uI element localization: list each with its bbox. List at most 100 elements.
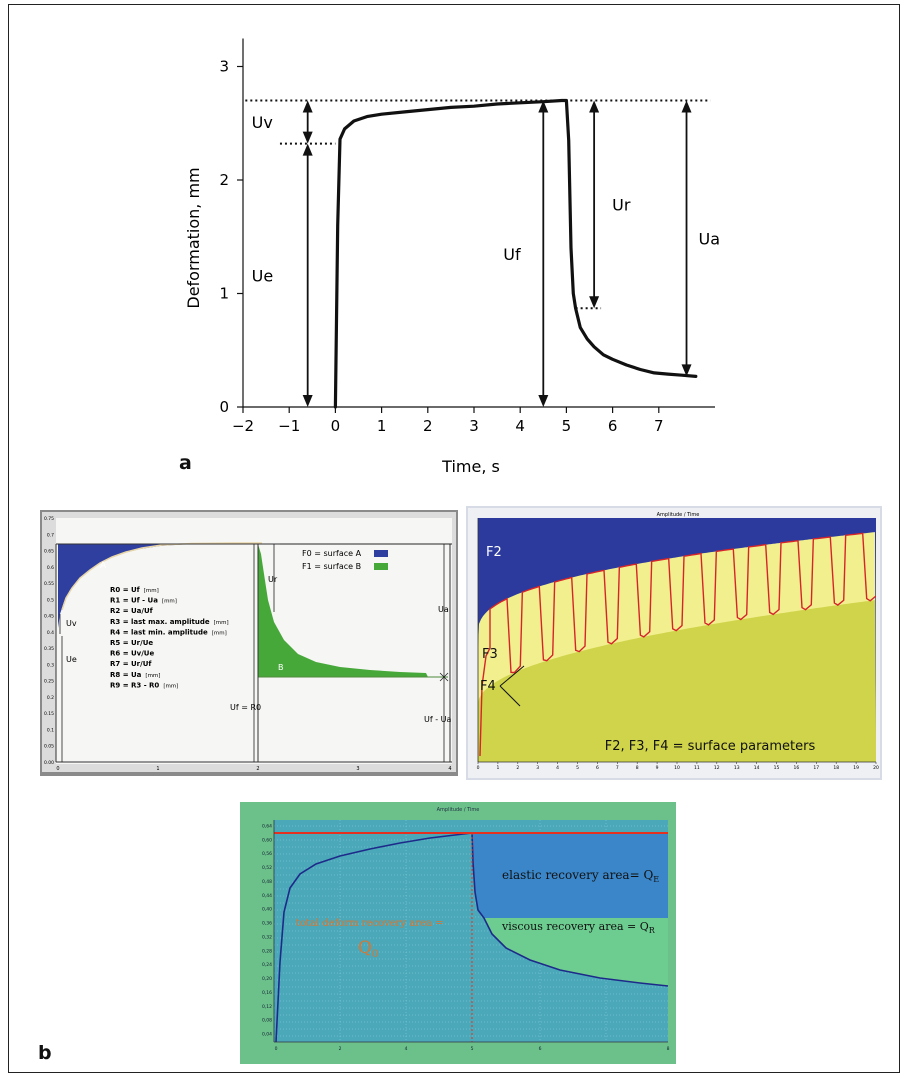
arrow-label-ue: Ue (66, 655, 77, 664)
formula-line: R2 = Ua/Uf (110, 607, 154, 615)
y-tick-label: 0,60 (262, 837, 272, 843)
chart-title: Amplitude / Time (437, 807, 480, 813)
x-tick-label: 2 (423, 417, 433, 435)
x-tick-label: 9 (656, 765, 659, 771)
y-tick-label: 2 (219, 171, 229, 189)
y-tick-label: 0.75 (44, 516, 54, 522)
y-tick-label: 0,24 (262, 962, 272, 968)
x-tick-label: 3 (536, 765, 539, 771)
y-tick-label: 0.65 (44, 549, 54, 555)
y-tick-label: 0,04 (262, 1032, 272, 1038)
y-tick-label: 0,28 (262, 948, 272, 954)
x-tick-label: 17 (813, 765, 819, 771)
arrow-ur: Ur (589, 100, 631, 309)
amplitude-time-chart: Amplitude / Time 0 1 2 3 4 5 6 7 8 9 10 11 12 13 14 15 1… (466, 506, 882, 780)
x-tick-label: 6 (608, 417, 618, 435)
formula-line: R7 = Ur/Uf (110, 660, 152, 668)
creep-surface-chart: 0.75 0.7 0.65 0.6 0.55 0.5 0.45 0.4 0.35 0.3 0.25 0… (40, 510, 458, 776)
x-tick-label: 8 (667, 1046, 670, 1052)
arrow-label-ur: Ur (268, 575, 278, 584)
arrow-uv: Uv (252, 100, 313, 144)
y-tick-label: 0,52 (262, 865, 272, 871)
x-tick-label: 0 (275, 1046, 278, 1052)
y-tick-label: 3 (219, 58, 229, 76)
x-tick-label: 14 (754, 765, 760, 771)
x-tick-label: 7 (616, 765, 619, 771)
formula-line: R1 = Uf - Ua [mm] (110, 597, 177, 605)
x-tick-label: 13 (734, 765, 740, 771)
arrow-label: Ua (699, 229, 721, 248)
y-tick-label: 0.3 (47, 662, 54, 668)
viscous-recovery-area (484, 918, 668, 986)
x-tick-label: 16 (794, 765, 800, 771)
figure-frame (8, 4, 900, 1073)
y-tick-label: 0,48 (262, 879, 272, 885)
x-tick-label: 7 (654, 417, 664, 435)
y-tick-label: 0 (219, 398, 229, 416)
y-tick-label: 1 (219, 285, 229, 303)
surface-caption: F2, F3, F4 = surface parameters (605, 739, 816, 754)
y-tick-label: 0,44 (262, 893, 272, 899)
arrow-label-uf-ua: Uf - Ua (424, 715, 452, 724)
y-tick-label: 0.7 (47, 532, 54, 538)
x-tick-label: 11 (694, 765, 700, 771)
deformation-time-chart: −2 −1 0 1 2 3 4 5 6 7 0 1 2 3 Uv Ue Uf Ur Ua Time, s Defo… (184, 38, 721, 476)
x-tick-label: 1 (496, 765, 499, 771)
surface-b-area (258, 544, 428, 677)
oscillation-curve (479, 532, 876, 757)
x-tick-label: 4 (556, 765, 559, 771)
arrow-label-ua: Ua (438, 605, 449, 614)
legend-f1-swatch (374, 563, 388, 570)
x-tick-label: 0 (477, 765, 480, 771)
recovery-area-chart: Amplitude / Time 0,64 0,60 0,56 0,52 0,48 0,4… (240, 802, 676, 1064)
viscous-label: viscous recovery area = QR (501, 920, 656, 935)
total-symbol: Q0 (358, 938, 378, 960)
label-f2: F2 (486, 545, 502, 560)
y-tick-label: 0,40 (262, 907, 272, 913)
x-tick-label: 10 (674, 765, 680, 771)
arrow-label: Uf (503, 245, 521, 264)
y-tick-label: 0.1 (47, 727, 54, 733)
y-tick-label: 0.00 (44, 760, 54, 766)
arrow-ua: Ua (681, 100, 721, 377)
surface-legend: F0 = surface A F1 = surface B (302, 549, 388, 571)
x-tick-label: 5 (562, 417, 572, 435)
x-tick-label: −1 (278, 417, 300, 435)
y-tick-label: 0.05 (44, 744, 54, 750)
arrow-label: Ue (252, 266, 274, 285)
y-tick-label: 0.45 (44, 614, 54, 620)
arrow-label: Uv (252, 113, 273, 132)
area-label-a: A (100, 561, 107, 571)
x-tick-label: 2 (339, 1046, 342, 1052)
panel-a-letter: a (179, 452, 192, 474)
y-tick-label: 0.4 (47, 630, 54, 636)
legend-f0-label: F0 = surface A (302, 549, 362, 558)
x-tick-label: 0 (56, 766, 59, 772)
x-tick-label: 1 (377, 417, 387, 435)
x-tick-label: 4 (515, 417, 525, 435)
deformation-curve (333, 98, 698, 409)
x-tick-label: 3 (469, 417, 479, 435)
y-tick-label: 0,12 (262, 1004, 272, 1010)
y-tick-label: 0.5 (47, 597, 54, 603)
x-tick-label: 8 (636, 765, 639, 771)
formula-line: R8 = Ua [mm] (110, 671, 160, 679)
y-tick-label: 0,08 (262, 1018, 272, 1024)
x-tick-label: 4 (405, 1046, 408, 1052)
formula-line: R0 = Uf [mm] (110, 586, 159, 594)
formula-line: R6 = Uv/Ue (110, 650, 154, 658)
x-tick-label: 2 (516, 765, 519, 771)
formula-line: R9 = R3 - R0 [mm] (110, 681, 178, 689)
x-tick-label: 2 (256, 766, 259, 772)
y-tick-label: 0.15 (44, 711, 54, 717)
y-tick-label: 0,20 (262, 976, 272, 982)
elastic-label: elastic recovery area= QE (502, 868, 659, 884)
legend-f0-swatch (374, 550, 388, 557)
formula-line: R4 = last min. amplitude [mm] (110, 628, 227, 636)
panel-b-letter: b (38, 1042, 52, 1064)
y-tick-label: 0.6 (47, 565, 54, 571)
elastic-recovery-area (472, 833, 668, 918)
y-tick-label: 0.55 (44, 581, 54, 587)
x-tick-label: 5 (471, 1046, 474, 1052)
formula-line: R3 = last max. amplitude [mm] (110, 618, 229, 626)
